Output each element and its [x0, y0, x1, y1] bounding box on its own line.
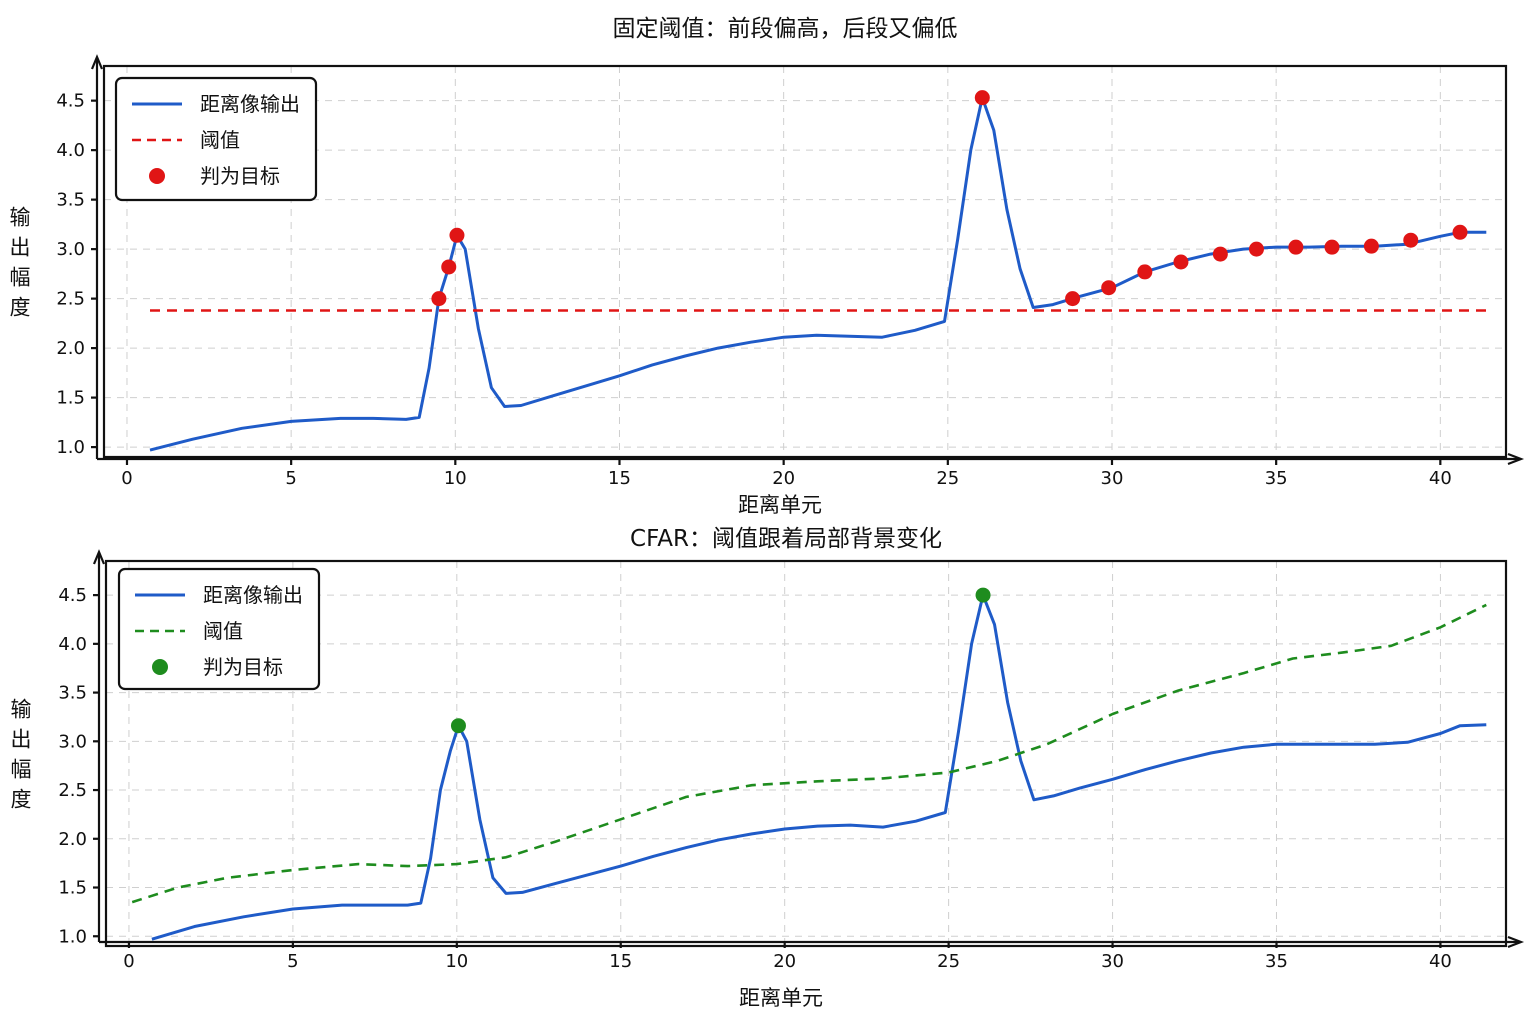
y-tick-label: 1.0 — [56, 437, 85, 458]
y-tick-label: 2.0 — [58, 829, 87, 850]
y-tick-label: 4.5 — [56, 91, 85, 112]
series-layer — [149, 96, 1487, 452]
y-axis-label-char: 度 — [11, 788, 32, 812]
fixed-threshold-chart: 固定阈值：前段偏高，后段又偏低 0 5 10 15 20 25 30 35 40 1.0 1.5 2.… — [10, 16, 1525, 517]
legend-label: 阈值 — [200, 128, 240, 152]
target-marker — [450, 718, 466, 734]
y-tick-label: 1.5 — [56, 388, 85, 409]
y-axis-label-char: 度 — [10, 296, 31, 320]
legend-swatch-target — [152, 659, 168, 675]
y-tick-label: 4.5 — [58, 585, 87, 606]
target-marker — [975, 587, 991, 603]
legend-swatch-target — [149, 168, 165, 184]
x-tick-label: 20 — [772, 468, 795, 489]
x-axis-label: 距离单元 — [738, 493, 822, 517]
x-tick-label: 35 — [1265, 468, 1288, 489]
x-tick-label: 5 — [287, 951, 298, 972]
y-tick-label: 4.0 — [58, 634, 87, 655]
x-tick-label: 20 — [773, 951, 796, 972]
x-tick-label: 25 — [937, 951, 960, 972]
target-marker — [1101, 280, 1117, 296]
y-tick-label: 3.5 — [56, 190, 85, 211]
target-marker — [1212, 246, 1228, 262]
x-tick-label: 0 — [123, 951, 134, 972]
series-layer — [131, 593, 1487, 941]
y-tick-label: 3.0 — [58, 731, 87, 752]
y-tick-label: 1.0 — [58, 926, 87, 947]
tick-labels: 0 5 10 15 20 25 30 35 40 1.0 1.5 2.0 2.5 3.0 3.5 4.0 4.5 — [58, 585, 1452, 972]
x-tick-label: 10 — [445, 951, 468, 972]
target-marker — [449, 227, 465, 243]
y-tick-label: 2.5 — [56, 289, 85, 310]
y-axis-label-char: 输 — [10, 206, 31, 230]
target-marker — [974, 90, 990, 106]
target-marker — [1137, 264, 1153, 280]
x-tick-label: 15 — [608, 468, 631, 489]
legend-label: 距离像输出 — [200, 92, 300, 116]
threshold-line — [131, 603, 1487, 904]
legend-label: 判为目标 — [203, 655, 283, 679]
x-tick-label: 35 — [1265, 951, 1288, 972]
x-tick-label: 30 — [1101, 951, 1124, 972]
y-axis-label-char: 出 — [11, 728, 32, 752]
target-marker — [1248, 241, 1264, 257]
y-tick-label: 4.0 — [56, 140, 85, 161]
x-tick-label: 0 — [121, 468, 132, 489]
legend-box — [117, 567, 321, 691]
x-axis-arrow — [1507, 452, 1525, 466]
legend-label: 判为目标 — [200, 164, 280, 188]
y-axis-label-char: 输 — [11, 698, 32, 722]
plot-frame — [102, 64, 1508, 459]
target-marker — [441, 259, 457, 275]
y-axis-label-char: 幅 — [11, 758, 32, 782]
target-marker — [1403, 232, 1419, 248]
y-axis-label-char: 出 — [10, 236, 31, 260]
target-marker — [1173, 254, 1189, 270]
target-marker — [1288, 239, 1304, 255]
legend-label: 阈值 — [203, 619, 243, 643]
range-profile-line — [149, 96, 1487, 452]
legend-label: 距离像输出 — [203, 583, 303, 607]
x-tick-label: 40 — [1429, 951, 1452, 972]
chart-title: 固定阈值：前段偏高，后段又偏低 — [613, 16, 958, 42]
target-marker — [1065, 291, 1081, 307]
plot-frame — [104, 559, 1508, 948]
range-profile-line — [151, 593, 1487, 941]
y-tick-label: 3.5 — [58, 683, 87, 704]
x-tick-label: 5 — [285, 468, 296, 489]
y-tick-label: 2.0 — [56, 338, 85, 359]
x-tick-label: 25 — [936, 468, 959, 489]
target-marker — [431, 291, 447, 307]
y-tick-label: 3.0 — [56, 239, 85, 260]
tick-labels: 0 5 10 15 20 25 30 35 40 1.0 1.5 2.0 2.5 3.0 3.5 4.0 4.5 — [56, 91, 1451, 489]
x-tick-label: 10 — [444, 468, 467, 489]
y-tick-label: 1.5 — [58, 878, 87, 899]
target-marker — [1324, 239, 1340, 255]
target-marker — [1452, 224, 1468, 240]
x-axis-arrow — [1507, 935, 1525, 949]
axes — [90, 54, 1525, 466]
cfar-threshold-chart: CFAR：阈值跟着局部背景变化 0 5 10 15 20 25 30 35 40 1.0 1.5 2.… — [11, 526, 1525, 1010]
y-axis-arrow — [90, 54, 104, 70]
y-axis-label-char: 幅 — [10, 266, 31, 290]
target-markers — [431, 90, 1468, 307]
chart-title: CFAR：阈值跟着局部背景变化 — [630, 526, 942, 552]
y-tick-label: 2.5 — [58, 780, 87, 801]
target-markers — [450, 587, 991, 734]
x-tick-label: 40 — [1429, 468, 1452, 489]
legend-box — [114, 76, 318, 202]
x-tick-label: 15 — [609, 951, 632, 972]
x-axis-label: 距离单元 — [739, 986, 823, 1010]
axes — [92, 549, 1525, 949]
y-axis-arrow — [92, 549, 106, 565]
x-tick-label: 30 — [1101, 468, 1124, 489]
target-marker — [1363, 238, 1379, 254]
